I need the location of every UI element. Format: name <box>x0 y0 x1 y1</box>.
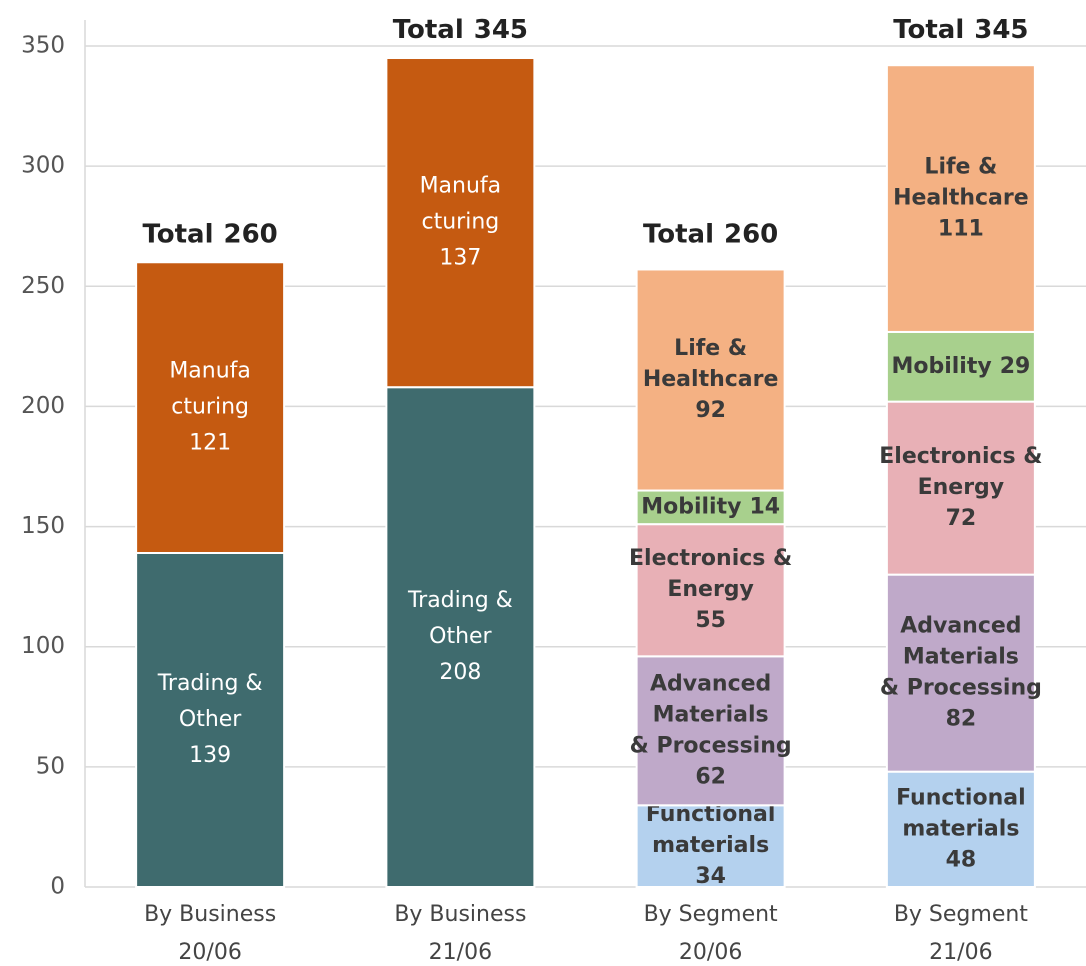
bar-segment <box>135 552 286 888</box>
bar-segment <box>635 655 786 807</box>
segment-label: Advanced Materials & Processing 82 <box>880 614 1042 732</box>
segment-value: 48 <box>946 847 977 872</box>
segment-value: 55 <box>695 608 726 633</box>
segment-value: 121 <box>189 431 231 456</box>
segment-value: 137 <box>439 246 481 271</box>
total-word: Total <box>893 15 964 45</box>
bar-segment <box>885 400 1036 576</box>
y-tick-label: 250 <box>21 273 65 299</box>
y-tick-label: 0 <box>50 874 65 900</box>
segment-label: Trading & Other 139 <box>157 671 263 768</box>
segment-name: Other <box>179 707 242 732</box>
total-value: 260 <box>724 219 778 249</box>
segment-name: cturing <box>171 395 249 420</box>
total-word: Total <box>393 15 464 45</box>
segment-name: cturing <box>422 210 500 235</box>
segment-value: 139 <box>189 743 231 768</box>
segment-label: Trading & Other 208 <box>407 588 513 685</box>
bar-segment <box>635 804 786 888</box>
segment-name: Functional <box>646 802 776 827</box>
segment-value: 34 <box>695 864 726 889</box>
segment-label: Manufa cturing 121 <box>169 359 251 456</box>
bar-segment <box>885 330 1036 403</box>
segment-name: Energy <box>667 577 754 602</box>
segment-name: Healthcare <box>893 186 1029 211</box>
segment-name: Mobility <box>641 494 741 519</box>
segment-name: Other <box>429 624 492 649</box>
bar-segment <box>885 573 1036 773</box>
x-tick-label: By Business <box>394 902 526 927</box>
bar-segment <box>885 770 1036 888</box>
segment-label: Life & Healthcare 111 <box>893 155 1029 242</box>
segment-name: Functional <box>896 785 1026 810</box>
segment-value: 111 <box>938 217 984 242</box>
segment-name: Trading & <box>157 671 263 696</box>
total-label: Total 260 <box>643 219 778 249</box>
total-label: Total 260 <box>142 219 277 249</box>
y-tick-label: 100 <box>21 633 65 659</box>
segment-name: Life & <box>674 336 747 361</box>
segment-name: Electronics & <box>879 444 1042 469</box>
segment-label: Mobility 14 <box>641 494 780 519</box>
segment-label: Electronics & Energy 72 <box>879 444 1042 531</box>
bar-segment <box>135 261 286 555</box>
segment-label: Advanced Materials & Processing 62 <box>630 671 792 789</box>
y-tick-label: 50 <box>36 753 65 779</box>
segment-name: Materials <box>903 645 1019 670</box>
segment-name: materials <box>652 833 769 858</box>
y-tick-label: 300 <box>21 153 65 179</box>
bar-segment <box>385 57 536 389</box>
total-value: 345 <box>474 15 528 45</box>
segment-value: 82 <box>946 707 977 732</box>
segment-label: Mobility 29 <box>891 354 1030 379</box>
segment-label: Manufa cturing 137 <box>420 174 502 271</box>
x-tick-label: 21/06 <box>429 940 492 965</box>
bar-segment <box>885 64 1036 333</box>
segment-value: 72 <box>946 506 977 531</box>
bar-segment <box>635 489 786 526</box>
segment-value: 14 <box>749 494 780 519</box>
x-tick-label: 21/06 <box>929 940 992 965</box>
total-value: 260 <box>224 219 278 249</box>
total-word: Total <box>643 219 714 249</box>
segment-name: & Processing <box>630 733 792 758</box>
total-label: Total 345 <box>893 15 1028 45</box>
segment-name: Mobility <box>891 354 991 379</box>
x-tick-label: 20/06 <box>679 940 742 965</box>
segment-name: materials <box>902 816 1019 841</box>
segment-value: 92 <box>695 398 726 423</box>
segment-name: Manufa <box>420 174 502 199</box>
bar-segment <box>385 386 536 888</box>
segment-name: Healthcare <box>643 367 779 392</box>
y-tick-label: 200 <box>21 393 65 419</box>
segment-label: Electronics & Energy 55 <box>629 546 792 633</box>
segment-name: Energy <box>918 475 1005 500</box>
y-tick-label: 150 <box>21 513 65 539</box>
x-tick-label: 20/06 <box>178 940 241 965</box>
segment-label: Functional materials 48 <box>896 785 1026 872</box>
segment-name: Trading & <box>407 588 513 613</box>
bar-segment <box>635 523 786 658</box>
segment-name: Manufa <box>169 359 251 384</box>
segment-name: Materials <box>653 702 769 727</box>
segment-value: 29 <box>1000 354 1031 379</box>
y-tick-label: 350 <box>21 33 65 59</box>
bar-segment <box>635 268 786 492</box>
segment-value: 62 <box>695 764 726 789</box>
segment-name: Life & <box>924 155 997 180</box>
segment-label: Functional materials 34 <box>646 802 776 889</box>
segment-name: Advanced <box>650 671 771 696</box>
segment-name: Electronics & <box>629 546 792 571</box>
segment-name: Advanced <box>900 614 1021 639</box>
x-tick-label: By Business <box>144 902 276 927</box>
segment-label: Life & Healthcare 92 <box>643 336 779 423</box>
total-word: Total <box>142 219 213 249</box>
segment-value: 208 <box>439 660 481 685</box>
x-tick-label: By Segment <box>644 902 778 927</box>
x-tick-label: By Segment <box>894 902 1028 927</box>
total-label: Total 345 <box>393 15 528 45</box>
total-value: 345 <box>974 15 1028 45</box>
segment-name: & Processing <box>880 676 1042 701</box>
